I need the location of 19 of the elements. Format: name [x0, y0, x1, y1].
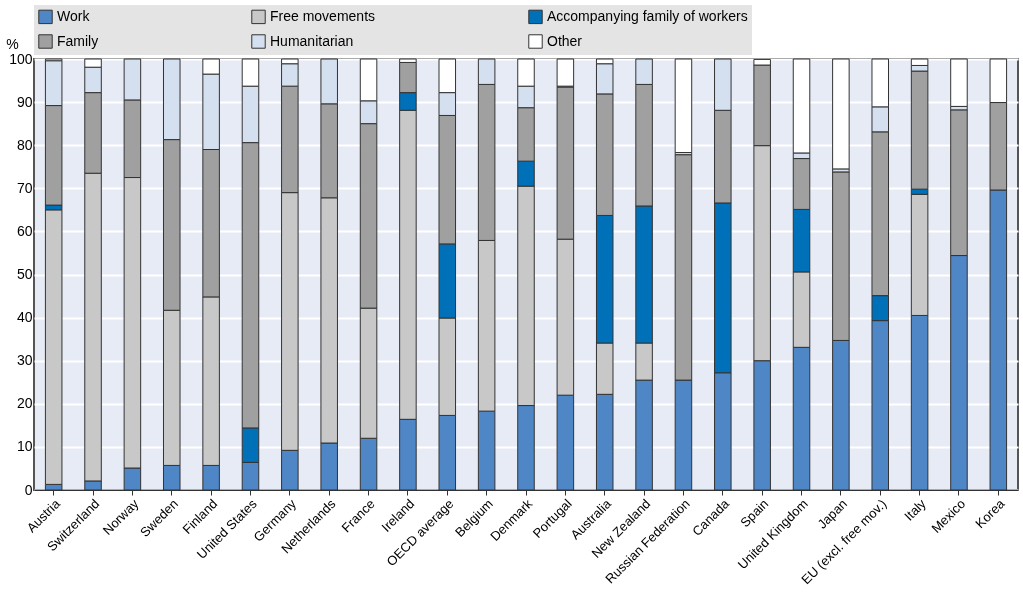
legend-label: Free movements [270, 7, 376, 24]
y-tick-label: 30 [16, 352, 33, 369]
y-tick-label: 50 [16, 266, 33, 282]
y-tick-label: 40 [16, 309, 33, 326]
y-tick-label: 90 [16, 93, 33, 110]
legend-label: Accompanying family of workers [547, 7, 748, 24]
y-tick-label: 70 [16, 179, 33, 196]
y-tick-label: 10 [16, 438, 33, 455]
legend-label: Work [57, 7, 91, 24]
legend-label: Humanitarian [270, 32, 354, 49]
y-axis-title: % [6, 35, 19, 52]
legend-label: Family [57, 32, 99, 49]
y-tick-label: 80 [16, 136, 33, 153]
y-tick-label: 20 [16, 395, 33, 412]
y-tick-label: 100 [9, 50, 33, 67]
y-tick-label: 60 [16, 222, 33, 239]
legend-label: Other [547, 32, 583, 49]
x-tick-label: Italy [901, 495, 930, 524]
y-tick-label: 0 [24, 481, 33, 498]
